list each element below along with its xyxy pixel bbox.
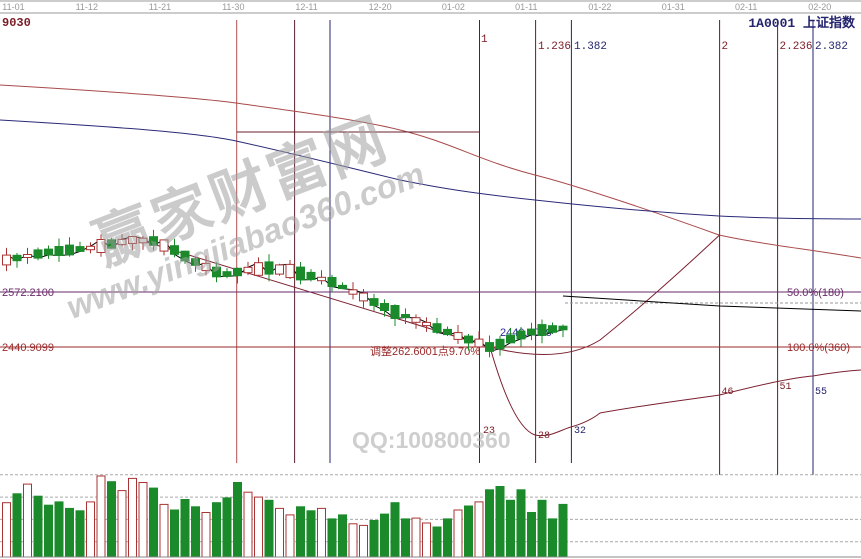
svg-text:2440.9099: 2440.9099 bbox=[2, 342, 54, 354]
svg-text:11-01: 11-01 bbox=[2, 2, 24, 12]
svg-text:02-20: 02-20 bbox=[808, 2, 831, 12]
svg-text:11-21: 11-21 bbox=[149, 2, 171, 12]
svg-text:1: 1 bbox=[481, 34, 488, 46]
svg-text:11-12: 11-12 bbox=[76, 2, 98, 12]
svg-text:9030: 9030 bbox=[2, 16, 31, 30]
svg-text:32: 32 bbox=[574, 426, 586, 437]
svg-text:02-11: 02-11 bbox=[735, 2, 757, 12]
svg-text:12-20: 12-20 bbox=[369, 2, 392, 12]
svg-text:50.0%(180): 50.0%(180) bbox=[787, 287, 844, 299]
svg-text:01-31: 01-31 bbox=[662, 2, 685, 12]
svg-text:调整262.6001点9.70%: 调整262.6001点9.70% bbox=[370, 344, 480, 358]
svg-text:1A0001 上证指数: 1A0001 上证指数 bbox=[748, 15, 856, 31]
svg-text:28: 28 bbox=[538, 431, 550, 442]
svg-text:01-11: 01-11 bbox=[515, 2, 537, 12]
svg-text:1.236: 1.236 bbox=[538, 41, 571, 53]
svg-text:1.382: 1.382 bbox=[574, 41, 607, 53]
svg-text:2.382: 2.382 bbox=[815, 41, 848, 53]
svg-text:2572.2100: 2572.2100 bbox=[2, 287, 54, 299]
svg-text:51: 51 bbox=[780, 382, 792, 393]
svg-text:12-11: 12-11 bbox=[295, 2, 317, 12]
svg-text:100.0%(360): 100.0%(360) bbox=[787, 342, 850, 354]
svg-text:01-22: 01-22 bbox=[588, 2, 611, 12]
svg-text:55: 55 bbox=[815, 387, 827, 398]
svg-text:2: 2 bbox=[722, 41, 729, 53]
svg-text:2.236: 2.236 bbox=[780, 41, 813, 53]
svg-text:01-02: 01-02 bbox=[442, 2, 465, 12]
svg-text:46: 46 bbox=[722, 387, 734, 398]
svg-text:11-30: 11-30 bbox=[222, 2, 244, 12]
